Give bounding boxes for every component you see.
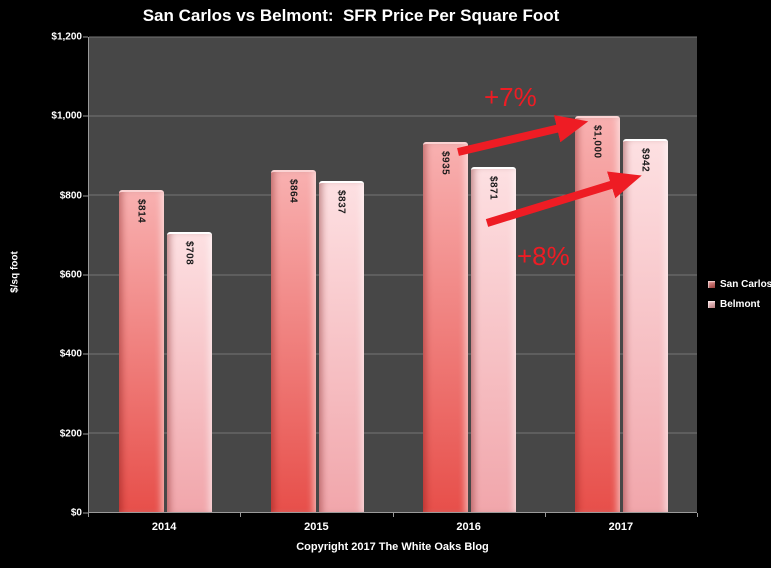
x-tick-mark: [392, 513, 394, 517]
x-tick-mark: [88, 513, 89, 517]
y-tick-label: $0: [70, 507, 82, 519]
bar-group-2015: $864 $837: [241, 37, 393, 512]
bar-value-label: $935: [439, 150, 451, 176]
legend-label: Belmont: [720, 299, 760, 310]
gridline: [89, 274, 697, 275]
y-tick-mark: [83, 195, 88, 197]
plot-area: $814 $708 $864 $837 $935 $871 $1,000 $942: [88, 36, 697, 513]
x-axis-labels: 2014 2015 2016 2017: [88, 521, 697, 533]
y-axis-tick-marks: [83, 36, 88, 514]
bar-value-label: $1,000: [591, 125, 603, 159]
annotation-plus8: +8%: [517, 241, 570, 271]
bar-value-label: $837: [335, 189, 347, 214]
x-axis-label-2014: 2014: [151, 521, 177, 533]
legend-label: San Carlos: [720, 279, 771, 290]
gridline: [89, 353, 697, 355]
y-tick-label: $200: [59, 428, 82, 440]
x-axis-label-2017: 2017: [608, 521, 634, 533]
bar-belmont-2015: $837: [318, 180, 364, 512]
x-axis-label-2015: 2015: [304, 521, 329, 533]
legend-item-belmont: Belmont: [708, 299, 771, 310]
y-tick-label: $600: [59, 269, 82, 281]
y-tick-mark: [83, 512, 88, 514]
x-tick-mark: [697, 513, 698, 517]
y-tick-label: $400: [59, 348, 82, 360]
legend-item-san-carlos: San Carlos: [708, 279, 771, 290]
bar-value-label: $942: [639, 148, 651, 173]
x-tick-mark: [544, 513, 546, 517]
bar-value-label: $864: [287, 179, 299, 204]
bar-value-label: $814: [135, 198, 147, 224]
bar-belmont-2014: $708: [166, 231, 212, 512]
bar-value-label: $871: [487, 176, 499, 201]
y-tick-mark: [83, 274, 88, 276]
bar-group-2017: $1,000 $942: [545, 37, 697, 512]
y-tick-mark: [83, 115, 88, 117]
x-tick-mark: [240, 513, 242, 517]
legend: San Carlos Belmont: [708, 279, 771, 310]
annotation-plus7: +7%: [484, 82, 537, 112]
y-tick-label: $1,000: [51, 110, 82, 122]
bar-san-carlos-2014: $814: [118, 189, 164, 512]
gridline: [89, 432, 697, 434]
y-tick-mark: [83, 433, 88, 435]
x-axis-tick-marks: [88, 513, 698, 518]
chart-title: San Carlos vs Belmont: SFR Price Per Squ…: [142, 6, 560, 25]
y-tick-label: $1,200: [51, 31, 82, 43]
bar-belmont-2016: $871: [470, 167, 516, 512]
bar-san-carlos-2017: $1,000: [574, 116, 620, 512]
bar-san-carlos-2015: $864: [270, 170, 316, 512]
bar-san-carlos-2016: $935: [422, 141, 468, 512]
y-axis-tick-labels: $0 $200 $400 $600 $800 $1,000 $1,200: [0, 32, 82, 519]
bar-value-label: $708: [183, 240, 195, 265]
gridline: [89, 194, 697, 196]
copyright-text: Copyright 2017 The White Oaks Blog: [296, 541, 489, 553]
gridline: [89, 36, 697, 38]
bar-group-2014: $814 $708: [89, 37, 241, 512]
bar-belmont-2017: $942: [622, 139, 668, 512]
y-tick-mark: [83, 36, 88, 38]
y-tick-mark: [83, 353, 88, 355]
legend-marker-belmont-icon: [708, 301, 715, 308]
y-tick-label: $800: [59, 190, 82, 202]
x-axis-label-2016: 2016: [456, 521, 481, 533]
bar-groups: $814 $708 $864 $837 $935 $871 $1,000 $942: [89, 37, 697, 512]
gridline: [89, 115, 697, 117]
legend-marker-san-carlos-icon: [708, 281, 715, 288]
